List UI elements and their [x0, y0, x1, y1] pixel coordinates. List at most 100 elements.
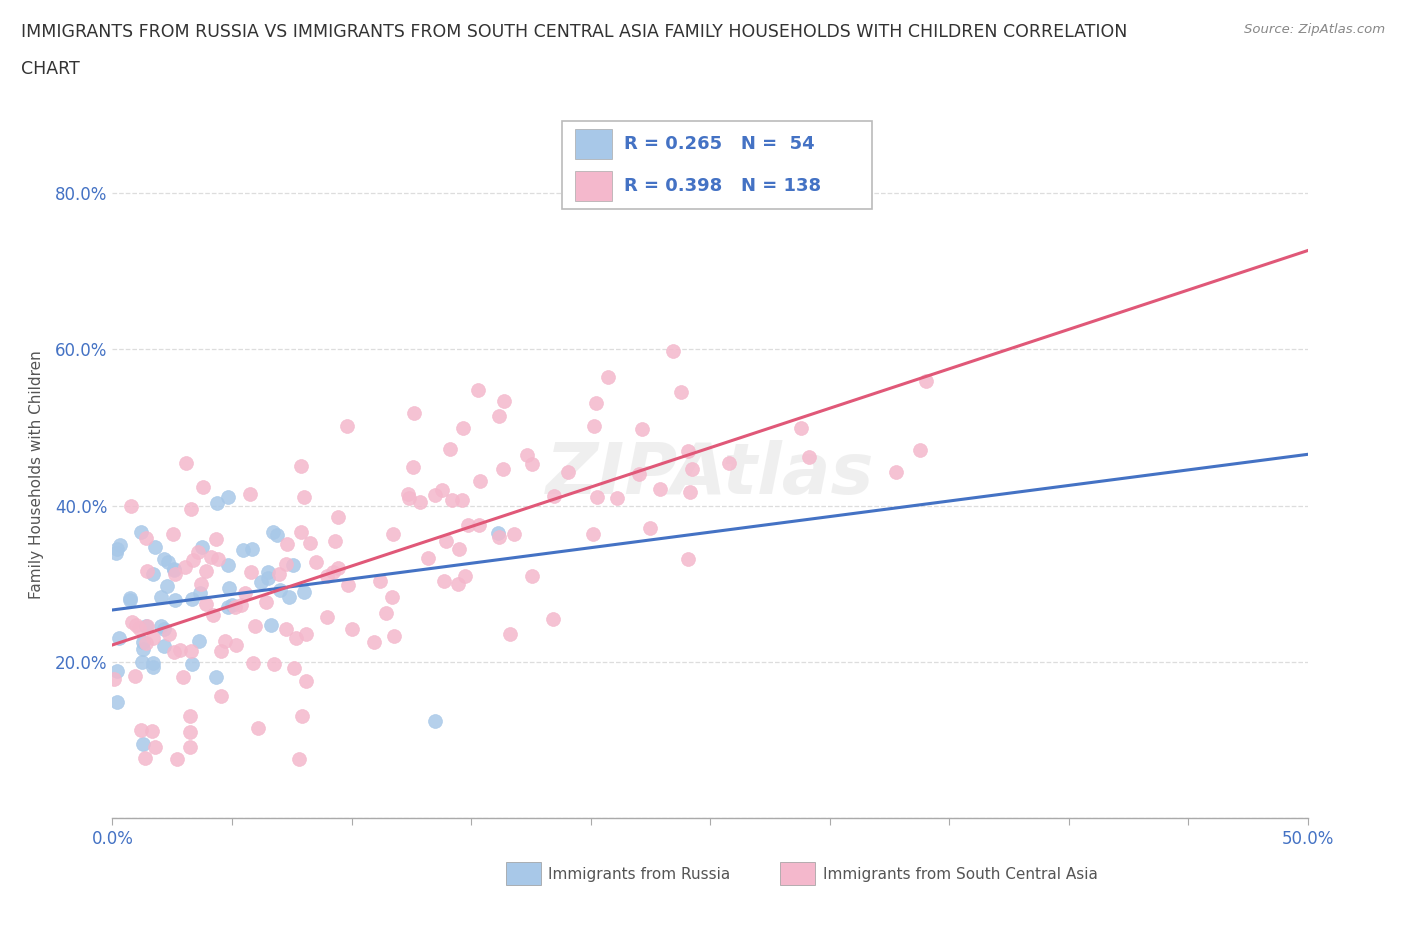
- Point: [105, 541, 128, 556]
- Point: [404, 405, 426, 420]
- Point: [156, 578, 179, 593]
- Point: [120, 591, 142, 605]
- Text: R = 0.265   N =  54: R = 0.265 N = 54: [624, 135, 815, 153]
- Point: [163, 563, 186, 578]
- Point: [194, 564, 217, 578]
- Point: [135, 636, 157, 651]
- Point: [516, 447, 538, 462]
- Point: [118, 592, 141, 607]
- Point: [120, 498, 142, 513]
- Point: [416, 551, 439, 565]
- Point: [266, 527, 288, 542]
- Point: [180, 644, 202, 658]
- Point: [290, 525, 312, 539]
- Point: [441, 493, 464, 508]
- Point: [681, 461, 703, 476]
- Point: [491, 461, 513, 476]
- Point: [134, 751, 156, 765]
- Point: [162, 526, 184, 541]
- Text: Source: ZipAtlas.com: Source: ZipAtlas.com: [1244, 23, 1385, 36]
- Point: [598, 370, 620, 385]
- Y-axis label: Family Households with Children: Family Households with Children: [30, 350, 44, 599]
- Point: [217, 557, 239, 572]
- Point: [152, 639, 174, 654]
- Point: [108, 538, 131, 552]
- Point: [174, 560, 197, 575]
- Point: [585, 396, 607, 411]
- Point: [316, 610, 339, 625]
- Point: [179, 740, 201, 755]
- Point: [335, 418, 357, 433]
- Point: [717, 455, 740, 470]
- Point: [446, 577, 468, 591]
- Point: [277, 590, 299, 604]
- Point: [209, 688, 232, 703]
- Point: [205, 669, 228, 684]
- Text: Immigrants from Russia: Immigrants from Russia: [548, 867, 731, 882]
- Point: [254, 595, 277, 610]
- Point: [638, 521, 661, 536]
- Point: [269, 582, 291, 597]
- Point: [180, 501, 202, 516]
- Point: [363, 634, 385, 649]
- Point: [195, 597, 218, 612]
- Point: [174, 455, 197, 470]
- Point: [141, 724, 163, 738]
- Point: [423, 713, 446, 728]
- Point: [648, 481, 671, 496]
- Point: [315, 569, 337, 584]
- Point: [433, 574, 456, 589]
- Point: [217, 599, 239, 614]
- Point: [157, 626, 180, 641]
- Text: R = 0.398   N = 138: R = 0.398 N = 138: [624, 178, 821, 195]
- Point: [150, 590, 173, 604]
- Point: [240, 565, 263, 579]
- Point: [291, 708, 314, 723]
- Point: [884, 465, 907, 480]
- Point: [606, 490, 628, 505]
- Point: [425, 487, 447, 502]
- Point: [233, 585, 256, 600]
- Point: [586, 489, 609, 504]
- Point: [305, 554, 328, 569]
- Point: [381, 590, 404, 604]
- Point: [242, 655, 264, 670]
- Point: [225, 638, 247, 653]
- Point: [131, 655, 153, 670]
- Point: [295, 627, 318, 642]
- Point: [325, 534, 347, 549]
- Point: [294, 673, 316, 688]
- Point: [287, 751, 309, 766]
- Point: [260, 618, 283, 632]
- Point: [439, 441, 461, 456]
- Point: [239, 486, 262, 501]
- Point: [267, 566, 290, 581]
- Point: [582, 526, 605, 541]
- Point: [179, 708, 201, 723]
- Point: [201, 607, 224, 622]
- Point: [381, 527, 404, 542]
- Point: [142, 566, 165, 581]
- Point: [224, 600, 246, 615]
- Point: [662, 343, 685, 358]
- Point: [181, 552, 204, 567]
- Point: [125, 618, 148, 632]
- Point: [669, 384, 692, 399]
- Point: [105, 695, 128, 710]
- Point: [468, 473, 491, 488]
- Point: [188, 633, 211, 648]
- Point: [298, 536, 321, 551]
- Point: [166, 751, 188, 766]
- Point: [467, 382, 489, 397]
- Point: [368, 574, 391, 589]
- Point: [121, 615, 143, 630]
- Point: [457, 518, 479, 533]
- Point: [340, 621, 363, 636]
- Point: [105, 664, 128, 679]
- Point: [290, 458, 312, 473]
- Point: [398, 490, 420, 505]
- Point: [797, 449, 820, 464]
- Point: [165, 592, 187, 607]
- Point: [157, 555, 180, 570]
- Point: [292, 584, 315, 599]
